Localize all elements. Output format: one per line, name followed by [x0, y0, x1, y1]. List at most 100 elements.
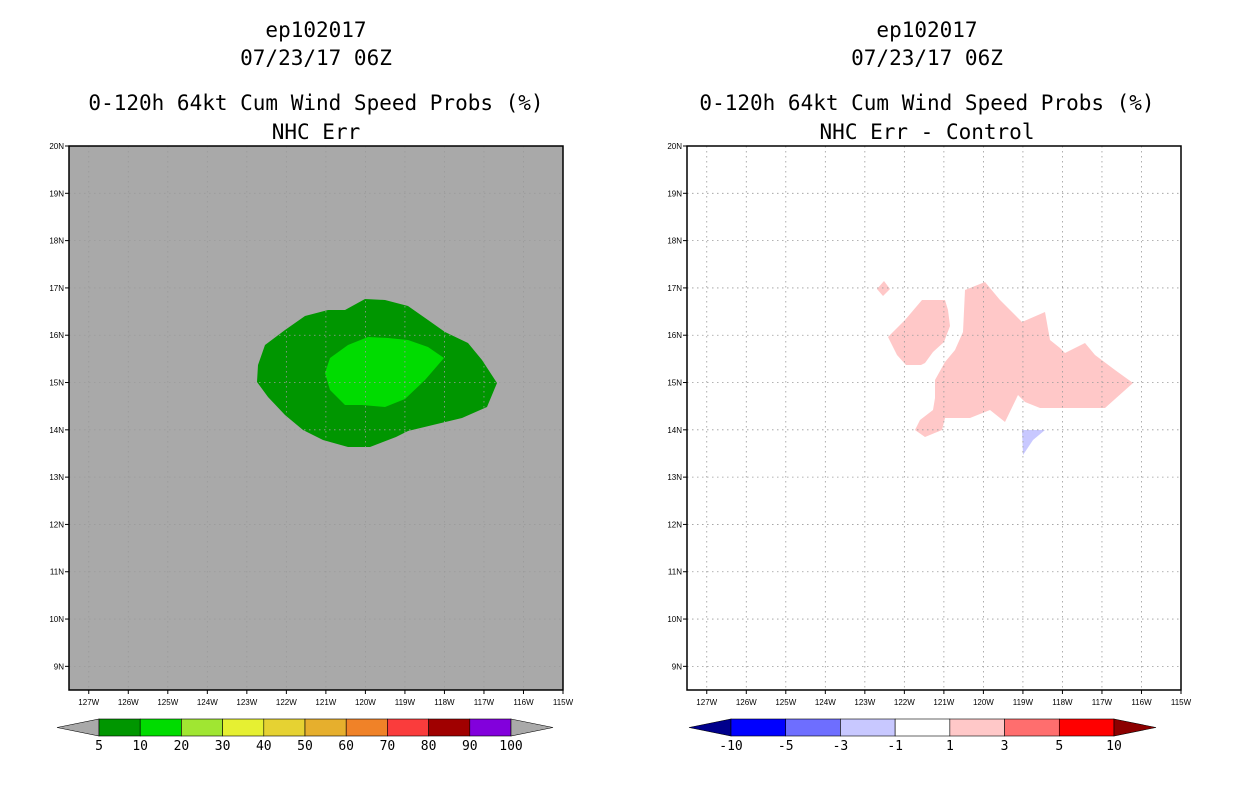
- left-colorbar-swatch: [181, 718, 223, 737]
- left-colorbar-label: 40: [256, 739, 272, 754]
- right-lon-label: 120W: [973, 698, 994, 707]
- right-colorbar-swatch: [949, 718, 1005, 737]
- left-colorbar-low-arrow: [56, 718, 100, 737]
- left-map-grid: [69, 146, 563, 690]
- left-lat-label: 19N: [49, 189, 64, 198]
- left-lat-label: 20N: [49, 142, 64, 151]
- left-colorbar-swatch: [469, 718, 512, 737]
- left-colorbar-swatch: [304, 718, 347, 737]
- right-lat-label: 13N: [667, 473, 682, 482]
- right-colorbar-swatch: [1058, 718, 1115, 737]
- left-colorbar-swatch: [428, 718, 471, 737]
- right-lon-label: 115W: [1171, 698, 1192, 707]
- left-lon-labels: 127W 126W 125W 124W 123W 122W 121W 120W 119W 118W…: [78, 690, 574, 707]
- right-lat-label: 9N: [672, 662, 682, 671]
- right-lat-label: 15N: [667, 379, 682, 388]
- right-lon-label: 116W: [1131, 698, 1152, 707]
- right-map-subtitle: NHC Err - Control: [819, 120, 1035, 144]
- right-colorbar-label: 1: [946, 739, 954, 754]
- right-colorbar: -10 -5 -3 -1 1 3 5 10: [688, 718, 1157, 754]
- left-colorbar-label: 70: [380, 739, 396, 754]
- left-colorbar-swatch: [139, 718, 182, 737]
- right-datetime: 07/23/17 06Z: [851, 46, 1003, 70]
- right-lon-labels: 127W 126W 125W 124W 123W 122W 121W 120W 119W 118W…: [696, 690, 1192, 707]
- left-lon-label: 119W: [395, 698, 416, 707]
- right-lon-label: 118W: [1052, 698, 1073, 707]
- left-lat-label: 16N: [49, 331, 64, 340]
- left-lon-label: 115W: [553, 698, 574, 707]
- left-colorbar: 5 10 20 30 40 50 60 70 80 90 100: [56, 718, 554, 754]
- right-colorbar-low-arrow: [688, 718, 732, 737]
- left-map: 9N 10N 11N 12N 13N 14N 15N 16N 17N 18N 19N 20N 127W…: [49, 142, 573, 707]
- left-lon-label: 122W: [276, 698, 297, 707]
- right-map-frame: [686, 145, 1182, 691]
- left-lat-label: 14N: [49, 426, 64, 435]
- left-colorbar-high-arrow: [510, 718, 554, 737]
- left-lon-label: 126W: [118, 698, 139, 707]
- right-lat-label: 18N: [667, 237, 682, 246]
- left-colorbar-swatch: [263, 718, 306, 737]
- right-lon-label: 125W: [775, 698, 796, 707]
- left-lat-label: 10N: [49, 615, 64, 624]
- left-lat-label: 15N: [49, 379, 64, 388]
- left-colorbar-label: 20: [174, 739, 190, 754]
- left-lon-label: 125W: [157, 698, 178, 707]
- left-lat-label: 18N: [49, 237, 64, 246]
- right-storm-id: ep102017: [876, 18, 978, 42]
- right-colorbar-label: 5: [1055, 739, 1063, 754]
- right-colorbar-swatch: [785, 718, 841, 737]
- right-lat-label: 17N: [667, 284, 682, 293]
- left-colorbar-label: 10: [132, 739, 148, 754]
- right-colorbar-label: -3: [833, 739, 849, 754]
- left-lat-label: 12N: [49, 520, 64, 529]
- right-lon-label: 121W: [933, 698, 954, 707]
- right-colorbar-swatch: [894, 718, 951, 737]
- left-lat-label: 13N: [49, 473, 64, 482]
- right-lat-label: 11N: [668, 568, 682, 577]
- left-lon-label: 120W: [355, 698, 376, 707]
- right-lat-label: 12N: [667, 520, 682, 529]
- right-lon-label: 122W: [894, 698, 915, 707]
- left-colorbar-label: 60: [338, 739, 354, 754]
- right-lon-label: 127W: [696, 698, 717, 707]
- left-lon-label: 118W: [434, 698, 455, 707]
- left-lat-label: 9N: [54, 662, 64, 671]
- right-colorbar-swatch: [730, 718, 787, 737]
- right-colorbar-swatch: [1004, 718, 1060, 737]
- right-lat-label: 16N: [667, 331, 682, 340]
- left-lon-label: 127W: [78, 698, 99, 707]
- left-prob-contour-10: [325, 337, 444, 407]
- left-colorbar-label: 50: [297, 739, 313, 754]
- right-lat-label: 10N: [667, 615, 682, 624]
- left-colorbar-label: 5: [95, 739, 103, 754]
- left-lat-label: 17N: [49, 284, 64, 293]
- right-lon-label: 126W: [736, 698, 757, 707]
- left-colorbar-swatch: [345, 718, 388, 737]
- right-lat-label: 14N: [667, 426, 682, 435]
- right-lat-labels: 9N 10N 11N 12N 13N 14N 15N 16N 17N 18N 19N 20N: [667, 142, 687, 671]
- left-lon-label: 124W: [197, 698, 218, 707]
- right-diff-contour-positive: [877, 281, 1133, 437]
- right-lat-label: 19N: [667, 189, 682, 198]
- left-lon-label: 123W: [236, 698, 257, 707]
- left-storm-id: ep102017: [265, 18, 367, 42]
- right-colorbar-label: 10: [1106, 739, 1122, 754]
- right-map: 9N 10N 11N 12N 13N 14N 15N 16N 17N 18N 19N 20N 127W…: [667, 142, 1191, 707]
- left-map-title: 0-120h 64kt Cum Wind Speed Probs (%): [88, 91, 544, 115]
- right-diff-contour-negative: [1022, 430, 1045, 455]
- left-datetime: 07/23/17 06Z: [240, 46, 392, 70]
- left-lon-label: 116W: [513, 698, 534, 707]
- left-colorbar-swatch: [387, 718, 429, 737]
- right-colorbar-high-arrow: [1113, 718, 1157, 737]
- right-colorbar-label: -1: [887, 739, 903, 754]
- left-colorbar-label: 90: [462, 739, 478, 754]
- left-colorbar-label: 30: [215, 739, 231, 754]
- left-lon-label: 121W: [315, 698, 336, 707]
- left-colorbar-label: 80: [421, 739, 437, 754]
- right-lon-label: 119W: [1013, 698, 1034, 707]
- right-colorbar-label: -5: [778, 739, 794, 754]
- left-map-frame: [68, 145, 564, 691]
- left-lon-label: 117W: [474, 698, 495, 707]
- right-colorbar-label: -10: [719, 739, 742, 754]
- left-colorbar-swatch: [98, 718, 141, 737]
